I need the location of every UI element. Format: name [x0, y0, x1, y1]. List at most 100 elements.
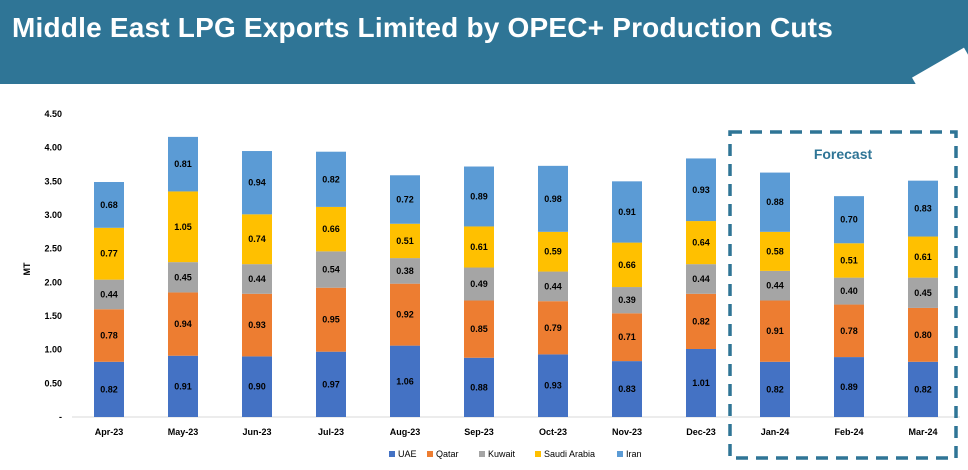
- bar-segment: [538, 271, 568, 302]
- data-label: 0.94: [174, 319, 192, 329]
- bar-segment: [612, 361, 642, 417]
- y-tick-label: 2.00: [44, 277, 62, 287]
- page-title: Middle East LPG Exports Limited by OPEC+…: [12, 12, 833, 43]
- data-label: 0.93: [544, 381, 562, 391]
- data-label: 0.83: [914, 204, 932, 214]
- bar-segment: [242, 264, 272, 294]
- bar-segment: [538, 354, 568, 417]
- data-label: 0.89: [470, 191, 488, 201]
- bar-segment: [390, 175, 420, 224]
- bar-segment: [390, 283, 420, 346]
- data-label: 0.59: [544, 247, 562, 257]
- header-banner: Middle East LPG Exports Limited by OPEC+…: [0, 0, 968, 84]
- data-label: 0.77: [100, 249, 118, 259]
- data-label: 0.44: [100, 289, 118, 299]
- bar-segment: [464, 267, 494, 301]
- bar-segment: [242, 214, 272, 265]
- data-label: 0.45: [914, 288, 932, 298]
- data-label: 0.61: [914, 252, 932, 262]
- y-tick-label: 4.00: [44, 143, 62, 153]
- bar-segment: [316, 351, 346, 417]
- x-tick-label: Apr-23: [95, 427, 124, 437]
- data-label: 0.72: [396, 195, 414, 205]
- bar-segment: [168, 292, 198, 356]
- data-label: 0.93: [692, 185, 710, 195]
- x-tick-label: Feb-24: [834, 427, 863, 437]
- data-label: 0.45: [174, 272, 192, 282]
- bar-segment: [94, 361, 124, 417]
- data-label: 0.91: [618, 207, 636, 217]
- bar-segment: [612, 313, 642, 362]
- bar-segment: [464, 166, 494, 227]
- data-label: 0.78: [840, 326, 858, 336]
- legend-swatch: [535, 451, 541, 457]
- legend-label: Saudi Arabia: [544, 449, 595, 459]
- data-label: 0.98: [544, 194, 562, 204]
- y-axis-title: MT: [22, 262, 32, 275]
- data-label: 0.89: [840, 382, 858, 392]
- data-label: 0.44: [692, 274, 710, 284]
- bar-segment: [316, 151, 346, 207]
- bar-segment: [168, 355, 198, 417]
- forecast-label: Forecast: [814, 146, 873, 162]
- data-label: 0.85: [470, 324, 488, 334]
- bar-segment: [908, 180, 938, 237]
- data-label: 0.82: [766, 384, 784, 394]
- legend-swatch: [427, 451, 433, 457]
- x-tick-label: Oct-23: [539, 427, 567, 437]
- bar-segment: [834, 196, 864, 244]
- x-tick-label: Nov-23: [612, 427, 642, 437]
- bar-segment: [94, 227, 124, 280]
- data-label: 0.90: [248, 382, 266, 392]
- bar-segment: [834, 304, 864, 358]
- bar-segment: [834, 277, 864, 305]
- legend-label: Kuwait: [488, 449, 516, 459]
- bar-segment: [464, 226, 494, 268]
- bar-segment: [538, 231, 568, 272]
- data-label: 0.70: [840, 215, 858, 225]
- bar-segment: [242, 293, 272, 357]
- bar-segment: [168, 262, 198, 293]
- data-label: 0.40: [840, 286, 858, 296]
- bar-segment: [760, 231, 790, 271]
- data-label: 0.79: [544, 323, 562, 333]
- bar-segment: [538, 165, 568, 232]
- y-tick-label: 2.50: [44, 244, 62, 254]
- data-label: 0.88: [470, 382, 488, 392]
- bar-segment: [908, 307, 938, 362]
- bar-segment: [316, 287, 346, 352]
- data-label: 0.92: [396, 310, 414, 320]
- bar-segment: [612, 242, 642, 288]
- data-label: 0.61: [470, 242, 488, 252]
- y-tick-label: 1.00: [44, 345, 62, 355]
- legend-swatch: [389, 451, 395, 457]
- data-label: 0.66: [618, 260, 636, 270]
- y-tick-label: -: [59, 412, 62, 422]
- bar-segment: [464, 300, 494, 358]
- data-label: 0.82: [692, 316, 710, 326]
- bar-segment: [168, 191, 198, 263]
- bar-segment: [242, 356, 272, 417]
- bar-segment: [390, 345, 420, 417]
- data-label: 0.82: [100, 384, 118, 394]
- legend-swatch: [479, 451, 485, 457]
- y-tick-label: 3.50: [44, 176, 62, 186]
- legend-label: UAE: [398, 449, 417, 459]
- chart-area: - 0.50 1.00 1.50 2.00 2.50 3.00 3.50 4.00 4.50 MT 0…: [0, 84, 968, 465]
- bar-segment: [834, 243, 864, 278]
- x-tick-label: Jul-23: [318, 427, 344, 437]
- y-tick-label: 3.00: [44, 210, 62, 220]
- data-label: 0.97: [322, 379, 340, 389]
- data-label: 0.68: [100, 200, 118, 210]
- data-label: 0.91: [174, 381, 192, 391]
- bar-segment: [908, 361, 938, 417]
- bar-segment: [94, 182, 124, 228]
- data-label: 0.82: [914, 384, 932, 394]
- data-label: 0.38: [396, 266, 414, 276]
- data-label: 0.64: [692, 238, 710, 248]
- bar-segment: [316, 251, 346, 288]
- stacked-bar-chart: - 0.50 1.00 1.50 2.00 2.50 3.00 3.50 4.00 4.50 MT 0…: [22, 109, 960, 460]
- bar-segment: [390, 223, 420, 259]
- bar-segment: [760, 300, 790, 362]
- bar-segment: [686, 348, 716, 417]
